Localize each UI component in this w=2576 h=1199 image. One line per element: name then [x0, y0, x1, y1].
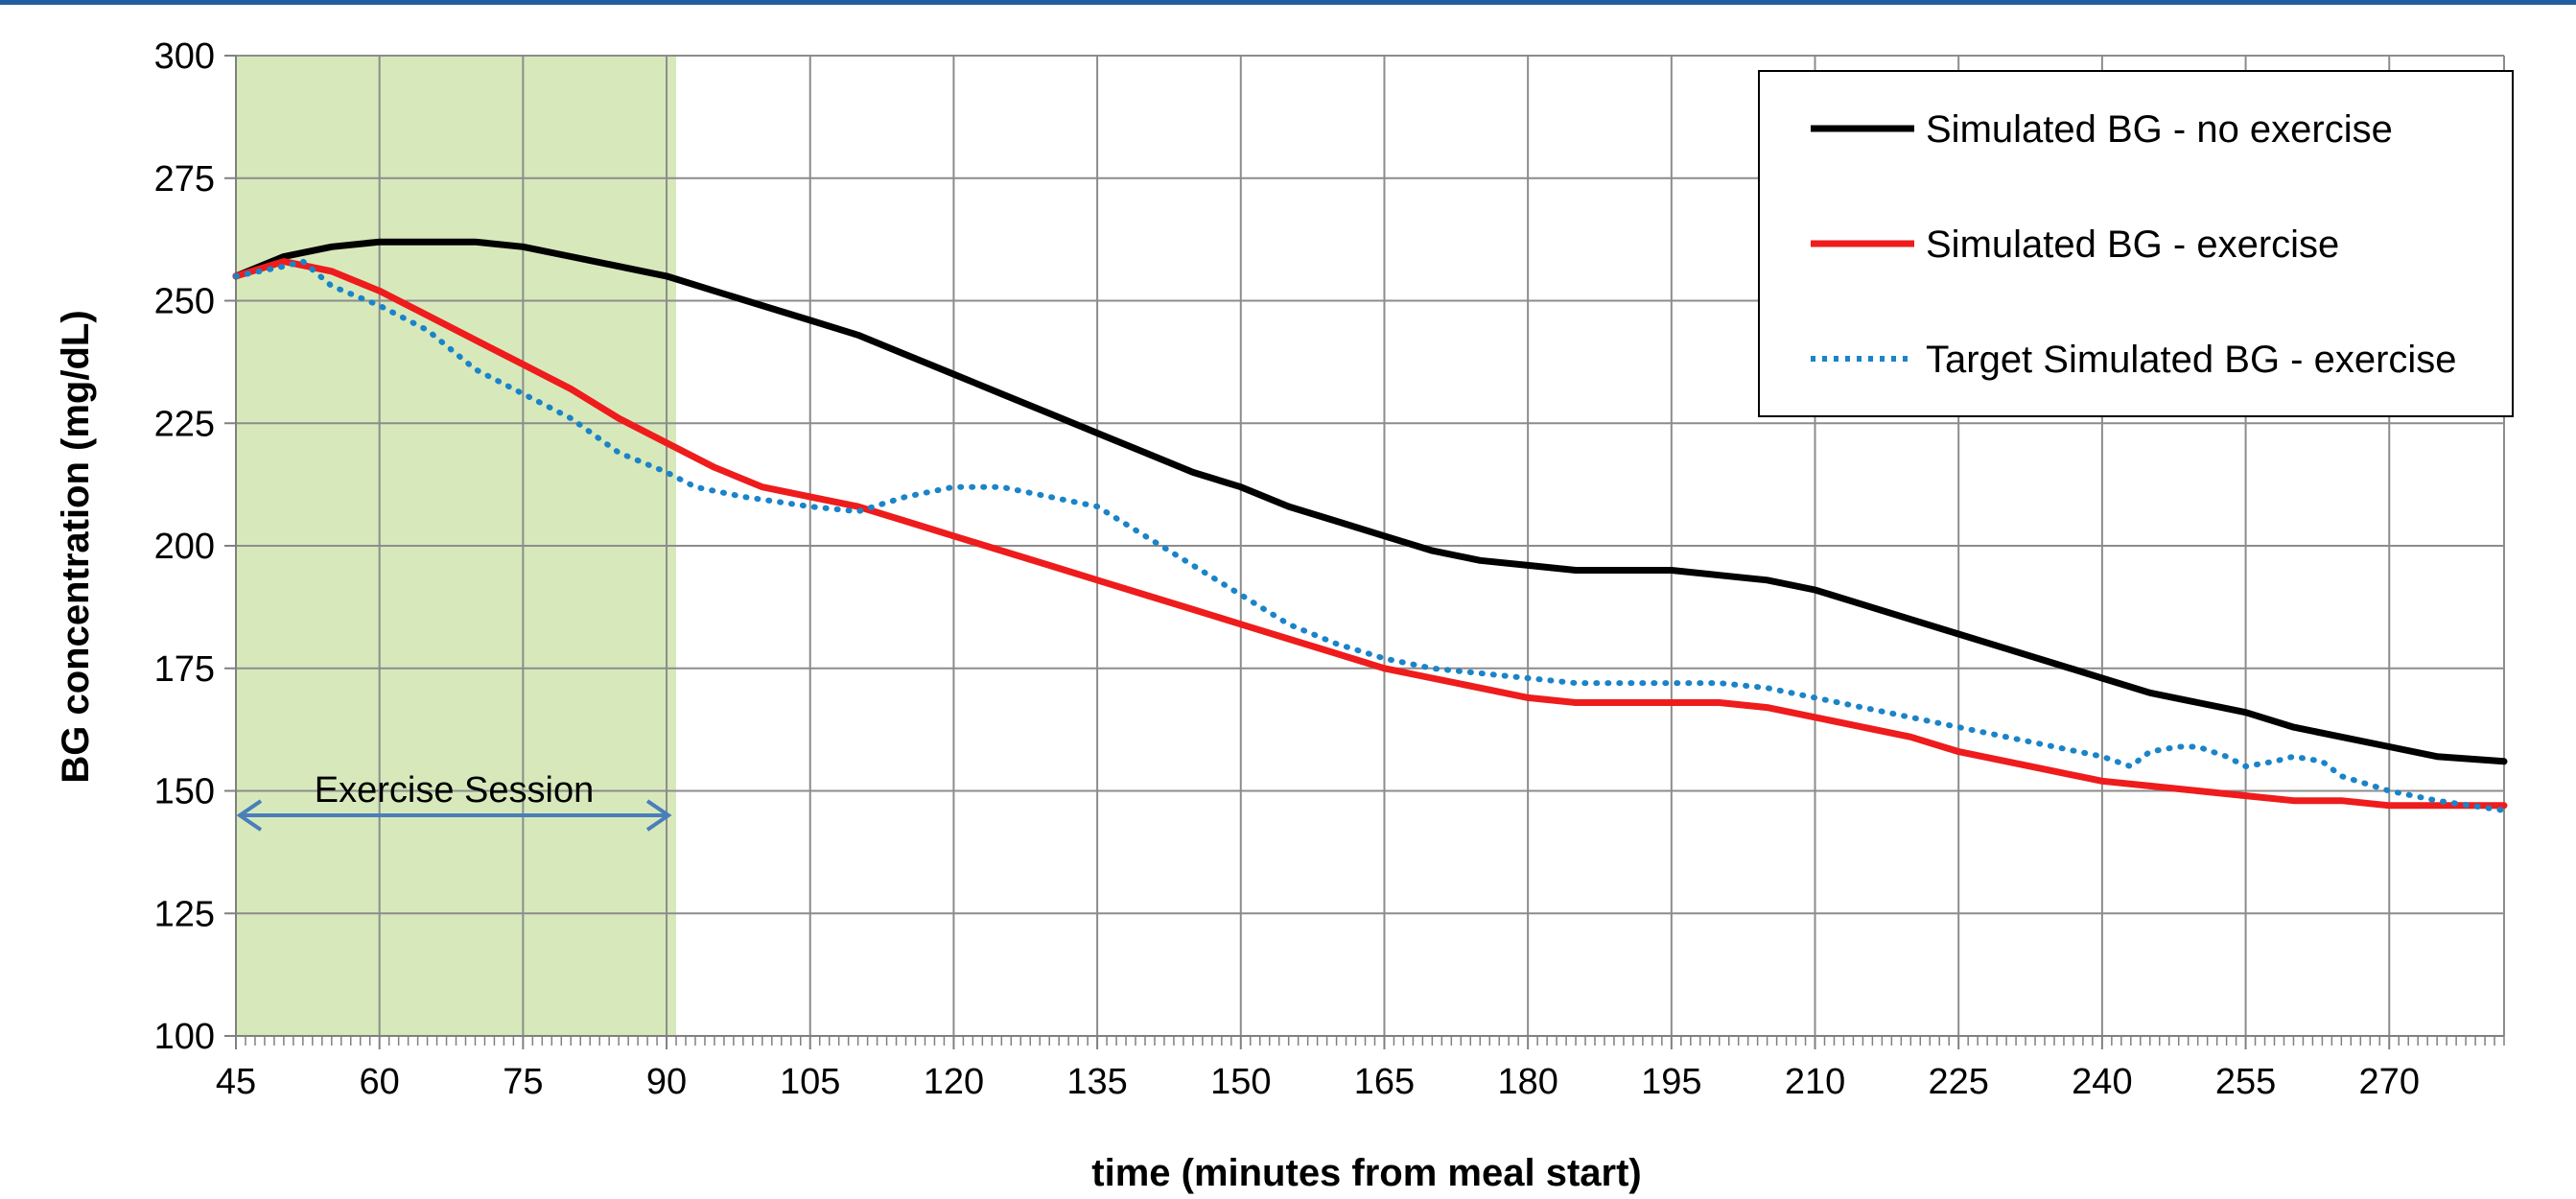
arrow-left-head [236, 799, 263, 832]
y-tick-label: 300 [154, 36, 215, 77]
legend-label-exercise: Simulated BG - exercise [1926, 223, 2339, 266]
y-axis-title: BG concentration (mg/dL) [55, 310, 97, 783]
y-tick-label: 200 [154, 527, 215, 567]
x-tick-label: 255 [2215, 1062, 2276, 1102]
x-tick-label: 105 [780, 1062, 840, 1102]
x-tick-label: 180 [1497, 1062, 1557, 1102]
legend-label-target: Target Simulated BG - exercise [1926, 339, 2457, 381]
y-tick-label: 175 [154, 649, 215, 690]
legend: Simulated BG - no exercise Simulated BG … [1758, 70, 2514, 417]
y-tick-label: 225 [154, 404, 215, 444]
y-tick-label: 150 [154, 772, 215, 812]
y-tick-labels: 100 125 150 175 200 225 250 275 300 [154, 36, 215, 1057]
x-tick-labels: 45 60 75 90 105 120 135 150 165 180 195 210 225 240 25… [216, 1062, 2420, 1102]
x-axis-title: time (minutes from meal start) [1091, 1152, 1641, 1194]
x-tick-label: 75 [503, 1062, 543, 1102]
axes [224, 55, 2505, 1049]
x-tick-label: 45 [216, 1062, 256, 1102]
series-line-target [233, 258, 2507, 813]
x-tick-label: 165 [1354, 1062, 1415, 1102]
legend-label-no-exercise: Simulated BG - no exercise [1926, 108, 2393, 151]
series-lines [232, 238, 2508, 813]
y-tick-label: 100 [154, 1017, 215, 1057]
y-tick-label: 125 [154, 894, 215, 934]
x-tick-label: 120 [924, 1062, 984, 1102]
x-tick-label: 195 [1641, 1062, 1701, 1102]
x-tick-label: 225 [1928, 1062, 1988, 1102]
x-tick-label: 60 [360, 1062, 400, 1102]
x-tick-label: 90 [646, 1062, 687, 1102]
y-tick-label: 275 [154, 159, 215, 200]
x-tick-label: 240 [2072, 1062, 2132, 1102]
exercise-session-label: Exercise Session [315, 770, 594, 811]
gridlines [235, 55, 2505, 1037]
top-border [0, 0, 2576, 5]
series-line-exercise [232, 258, 2508, 810]
series-line-no-exercise [232, 238, 2508, 765]
x-tick-label: 150 [1210, 1062, 1271, 1102]
exercise-annotation: Exercise Session [236, 770, 672, 832]
x-tick-label: 135 [1066, 1062, 1127, 1102]
x-tick-label: 210 [1785, 1062, 1845, 1102]
x-tick-label: 270 [2359, 1062, 2420, 1102]
arrow-right-head [645, 799, 672, 832]
y-tick-label: 250 [154, 282, 215, 322]
